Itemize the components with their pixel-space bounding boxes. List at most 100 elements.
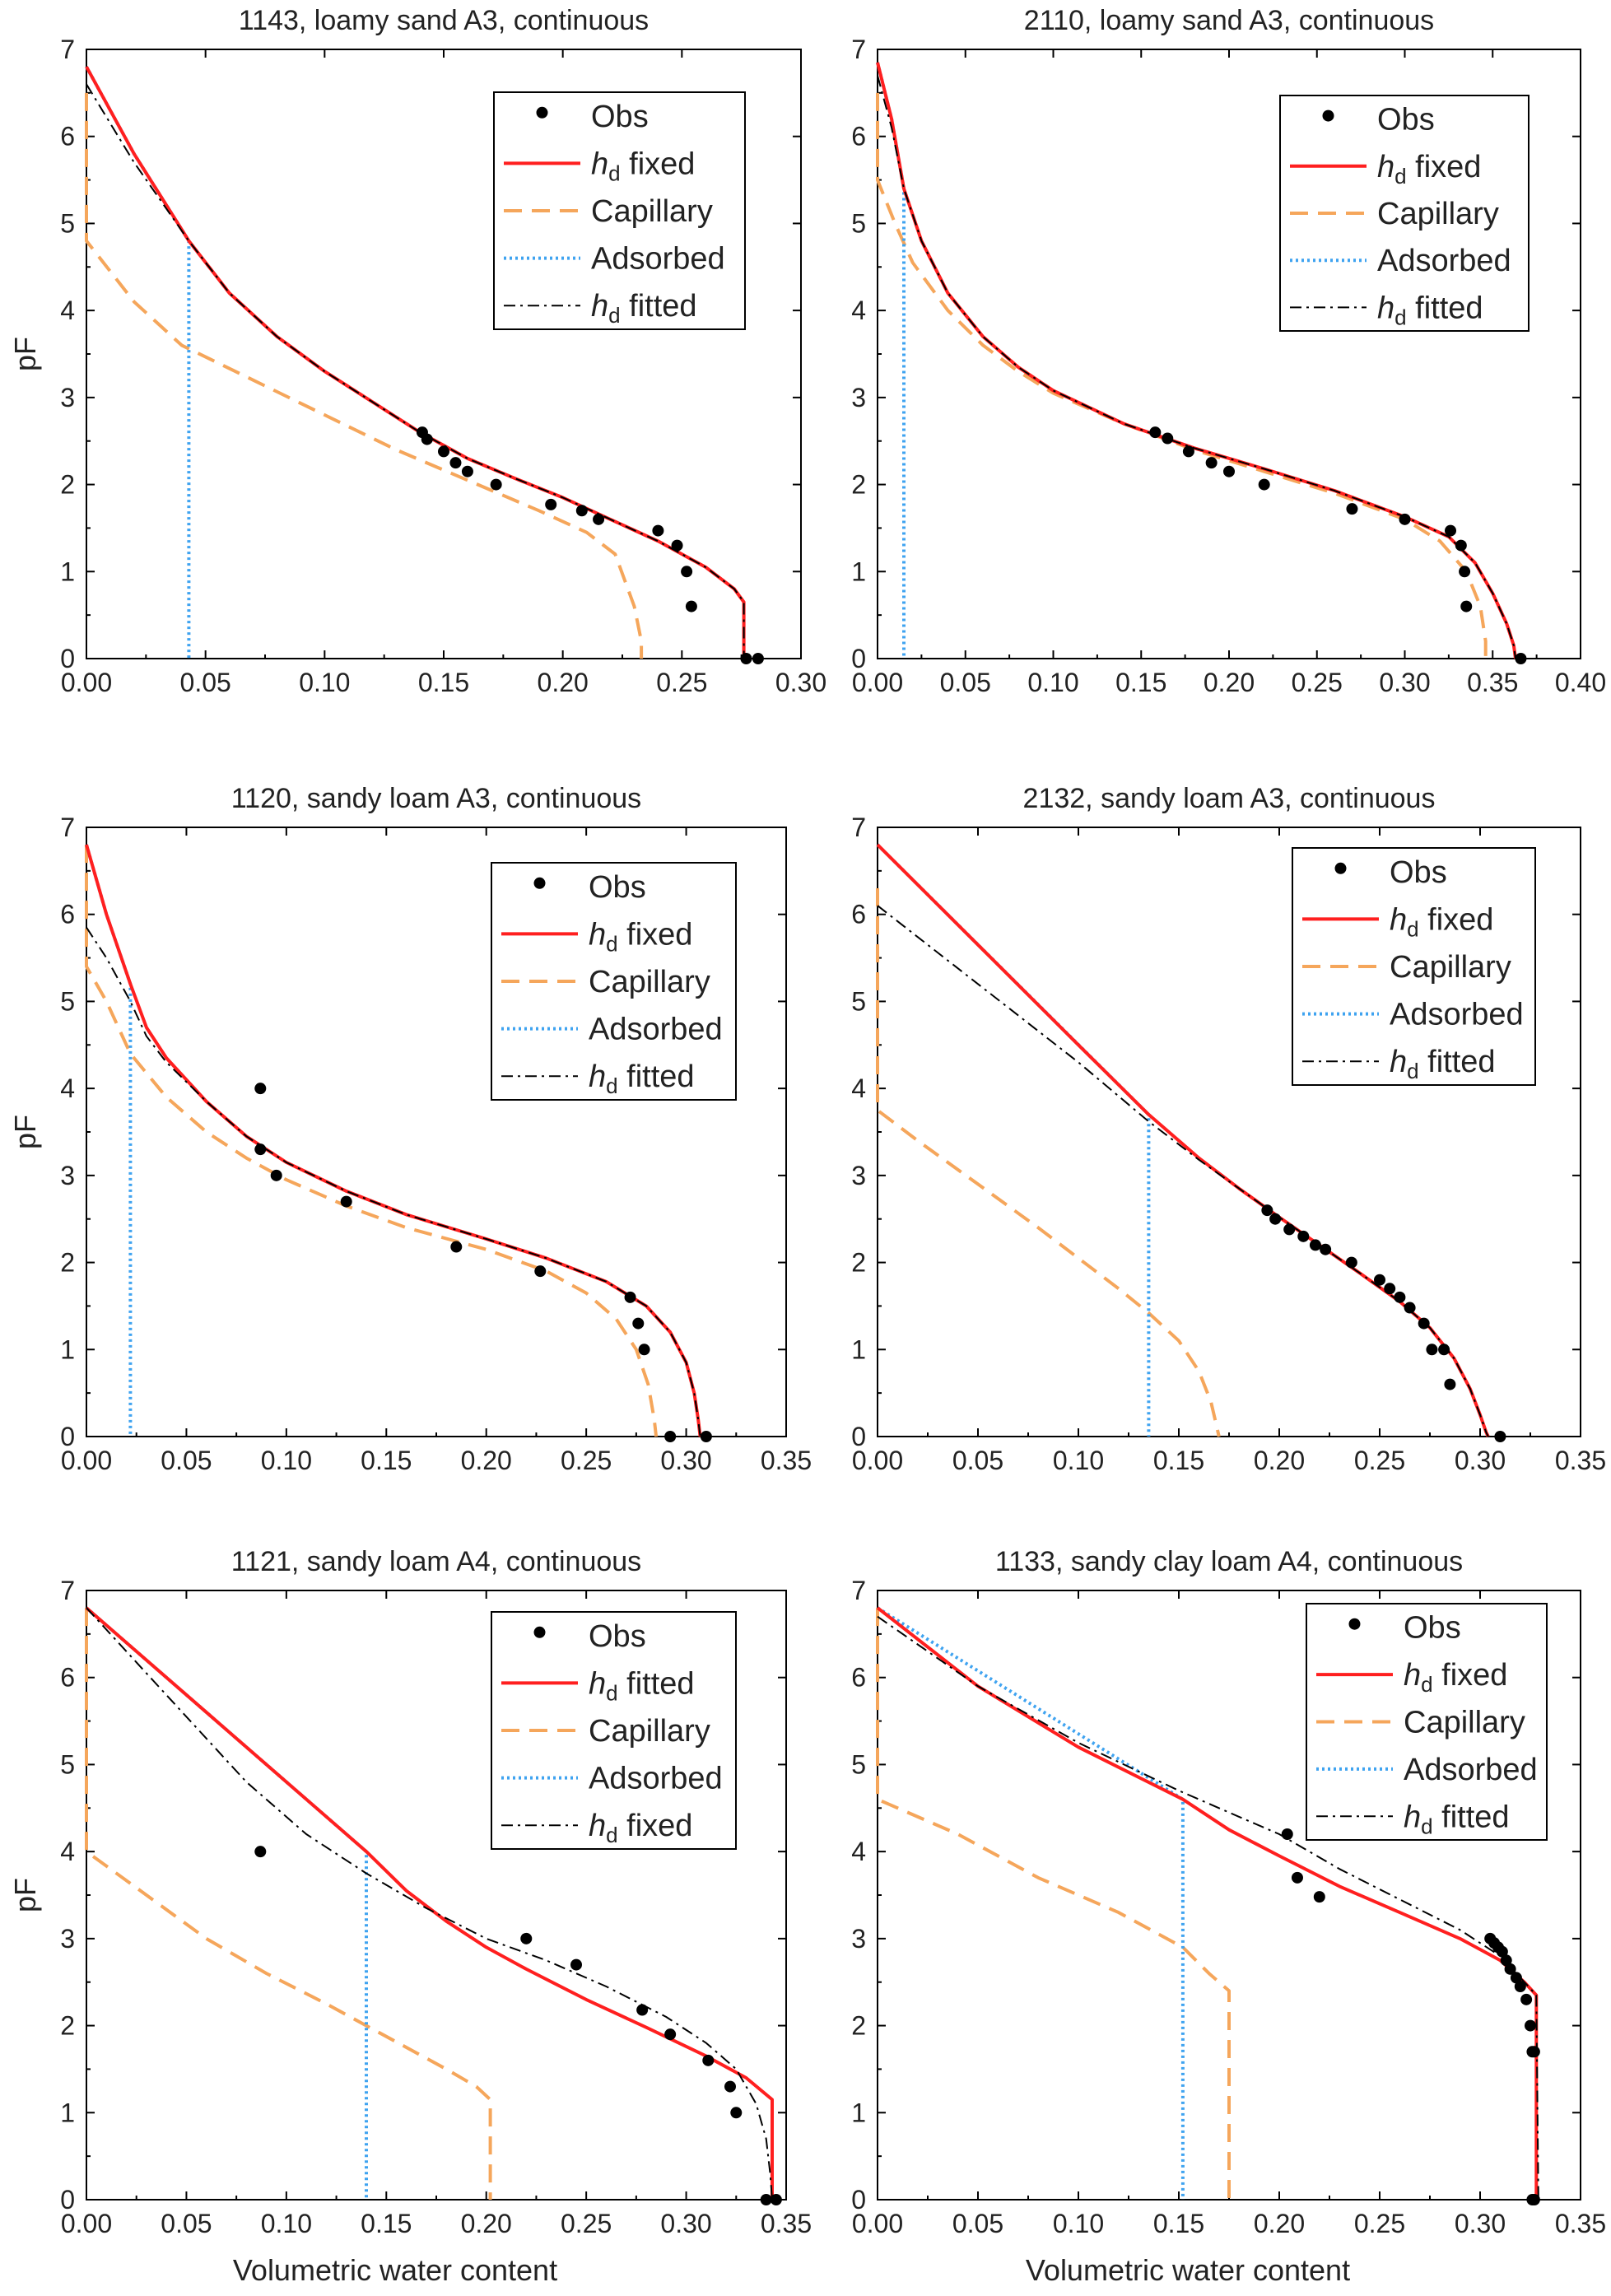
legend-swatch-obs (1348, 1618, 1361, 1630)
obs-point (575, 505, 588, 517)
obs-point (1281, 1828, 1293, 1840)
x-tick-label: 0.20 (1204, 668, 1255, 697)
legend-label: hd fitted (1404, 1800, 1510, 1838)
x-tick-label: 0.05 (940, 668, 991, 697)
obs-point (1258, 478, 1270, 491)
x-tick-label: 0.15 (418, 668, 469, 697)
y-tick-label: 4 (60, 296, 75, 325)
y-tick-label: 0 (60, 2185, 75, 2214)
obs-point (421, 433, 433, 445)
y-tick-label: 4 (851, 1073, 866, 1103)
obs-point (254, 1846, 267, 1858)
series-line-hd-fitted (877, 905, 1489, 1437)
panel-title: 1133, sandy clay loam A4, continuous (995, 1546, 1463, 1577)
y-tick-label: 3 (851, 1924, 866, 1954)
x-tick-label: 0.00 (852, 2209, 903, 2238)
x-tick-label: 0.40 (1555, 668, 1606, 697)
y-tick-label: 7 (60, 35, 75, 64)
legend-label: Obs (589, 1619, 646, 1654)
chart-panel-4: 2132, sandy loam A3, continuous 0.00 0.05 0… (851, 783, 1606, 1475)
obs-point (593, 513, 605, 525)
x-tick-label: 0.00 (61, 1446, 112, 1475)
legend: Obs hd fixed Capillary Adsorbed hd fitted (493, 91, 746, 330)
legend-label: hd fitted (589, 1060, 695, 1098)
obs-point (1297, 1230, 1310, 1242)
y-tick-label: 6 (851, 122, 866, 151)
x-tick-label: 0.10 (1053, 1446, 1104, 1475)
y-tick-label: 1 (851, 1334, 866, 1364)
obs-point (1320, 1243, 1332, 1255)
y-tick-label: 6 (60, 900, 75, 929)
legend-label: hd fixed (589, 917, 692, 956)
legend-label: Obs (589, 870, 646, 905)
obs-point (461, 465, 473, 477)
legend-label: Adsorbed (589, 1013, 723, 1047)
y-tick-label: 7 (851, 1576, 866, 1605)
obs-point (254, 1143, 267, 1156)
y-tick-label: 7 (60, 813, 75, 842)
obs-point (770, 2194, 782, 2205)
legend-label: hd fixed (589, 1809, 692, 1847)
x-tick-label: 0.20 (1254, 1446, 1305, 1475)
obs-point (1460, 600, 1473, 612)
legend-box (491, 862, 737, 1101)
y-tick-label: 5 (60, 1749, 75, 1779)
legend-label: hd fixed (591, 147, 695, 185)
legend-swatch-obs (536, 106, 548, 119)
series-line-hd-fitted (86, 83, 745, 659)
obs-point (254, 1083, 267, 1095)
x-tick-label: 0.20 (461, 2209, 512, 2238)
x-tick-label: 0.10 (261, 1446, 312, 1475)
panel-title: 1120, sandy loam A3, continuous (231, 783, 641, 814)
legend-label: hd fitted (1390, 1045, 1496, 1083)
x-tick-label: 0.10 (261, 2209, 312, 2238)
x-tick-label: 0.25 (561, 1446, 612, 1475)
x-tick-label: 0.35 (761, 2209, 812, 2238)
obs-point (1283, 1223, 1296, 1236)
series-line-adsorbed (85, 1606, 368, 2200)
legend-label: hd fixed (1377, 150, 1481, 189)
obs-point (664, 1431, 677, 1442)
y-tick-label: 1 (851, 2098, 866, 2127)
obs-point (1404, 1302, 1416, 1314)
obs-point (1182, 445, 1194, 458)
legend: Obs hd fixed Capillary Adsorbed hd fitted (1306, 1603, 1548, 1841)
obs-point (1438, 1344, 1450, 1356)
panel-title: 1143, loamy sand A3, continuous (239, 5, 649, 36)
y-axis-title: pF (8, 337, 42, 371)
series-line-adsorbed (876, 62, 906, 659)
obs-point (1514, 1981, 1526, 1992)
obs-point (1346, 503, 1358, 515)
obs-point (1374, 1274, 1385, 1286)
obs-point (1418, 1317, 1430, 1330)
series-line-adsorbed (85, 844, 133, 1437)
y-tick-label: 3 (60, 1924, 75, 1954)
series-line-hd-fitted (86, 1607, 773, 2201)
legend-swatch-obs (533, 877, 546, 889)
y-tick-label: 5 (851, 1749, 866, 1779)
x-tick-label: 0.25 (1354, 1446, 1405, 1475)
x-tick-label: 0.05 (952, 1446, 1003, 1475)
y-axis-title: pF (8, 1878, 42, 1912)
obs-point (1313, 1891, 1325, 1903)
y-tick-label: 7 (60, 1576, 75, 1605)
y-tick-label: 6 (851, 1663, 866, 1693)
obs-point (570, 1958, 582, 1971)
legend-swatch-obs (1322, 109, 1334, 122)
obs-point (1494, 1431, 1506, 1442)
y-tick-label: 1 (60, 1334, 75, 1364)
panel-title: 2132, sandy loam A3, continuous (1023, 783, 1436, 814)
obs-point (1504, 1963, 1516, 1975)
obs-point (520, 1932, 533, 1944)
obs-point (636, 2004, 649, 2016)
y-tick-label: 4 (60, 1073, 75, 1103)
x-tick-label: 0.00 (852, 1446, 903, 1475)
legend-label: hd fixed (1404, 1658, 1507, 1697)
obs-point (1223, 465, 1235, 477)
obs-point (534, 1265, 547, 1278)
obs-point (624, 1291, 636, 1303)
obs-point (1345, 1256, 1357, 1269)
legend-label: hd fitted (589, 1666, 695, 1705)
obs-point (1291, 1871, 1303, 1884)
x-tick-label: 0.10 (1027, 668, 1078, 697)
